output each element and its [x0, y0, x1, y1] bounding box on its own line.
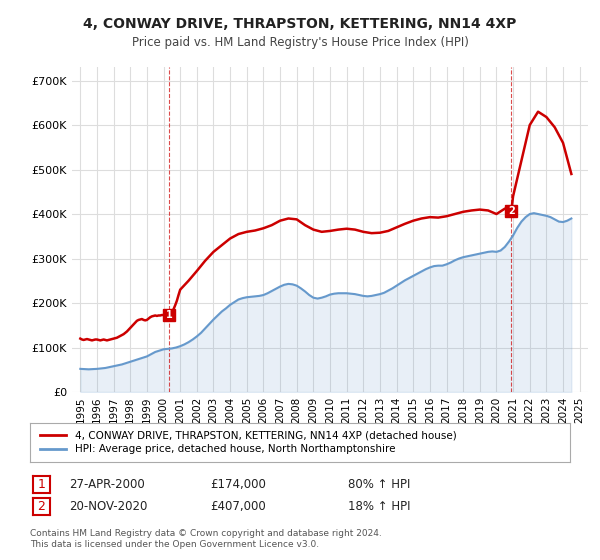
Text: 2: 2 [508, 206, 515, 216]
Text: 1: 1 [166, 310, 172, 320]
Text: Contains HM Land Registry data © Crown copyright and database right 2024.
This d: Contains HM Land Registry data © Crown c… [30, 529, 382, 549]
Text: 4, CONWAY DRIVE, THRAPSTON, KETTERING, NN14 4XP: 4, CONWAY DRIVE, THRAPSTON, KETTERING, N… [83, 17, 517, 31]
Legend: 4, CONWAY DRIVE, THRAPSTON, KETTERING, NN14 4XP (detached house), HPI: Average p: 4, CONWAY DRIVE, THRAPSTON, KETTERING, N… [35, 425, 462, 460]
Text: 20-NOV-2020: 20-NOV-2020 [69, 500, 148, 514]
Text: £407,000: £407,000 [210, 500, 266, 514]
Text: 80% ↑ HPI: 80% ↑ HPI [348, 478, 410, 491]
Text: 27-APR-2000: 27-APR-2000 [69, 478, 145, 491]
Text: Price paid vs. HM Land Registry's House Price Index (HPI): Price paid vs. HM Land Registry's House … [131, 36, 469, 49]
Text: £174,000: £174,000 [210, 478, 266, 491]
Text: 2: 2 [37, 500, 46, 514]
Text: 18% ↑ HPI: 18% ↑ HPI [348, 500, 410, 514]
Text: 1: 1 [37, 478, 46, 491]
